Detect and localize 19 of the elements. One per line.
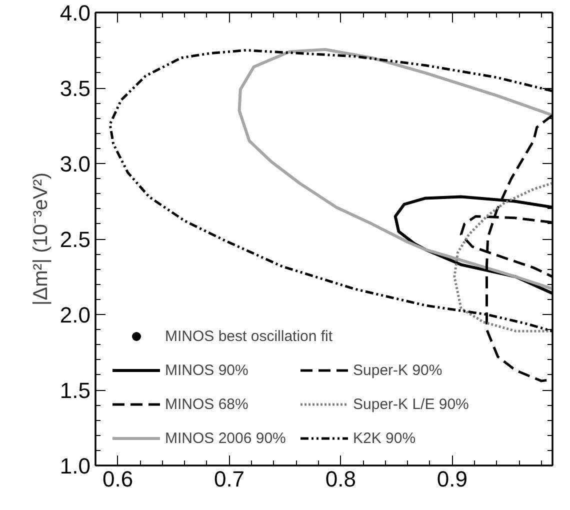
legend-label: Super-K 90% bbox=[353, 362, 442, 378]
x-tick-label: 0.7 bbox=[214, 466, 245, 492]
legend-label: K2K 90% bbox=[353, 430, 416, 446]
legend-label: Super-K L/E 90% bbox=[353, 396, 469, 412]
y-tick-label: 1.5 bbox=[60, 378, 91, 403]
legend-label: MINOS best oscillation fit bbox=[165, 328, 333, 344]
y-tick-label: 3.5 bbox=[60, 76, 91, 101]
x-tick-label: 0.6 bbox=[102, 466, 134, 492]
y-axis-title: |Δm²| (10⁻³eV²) bbox=[30, 172, 52, 306]
legend-label: MINOS 68% bbox=[165, 396, 248, 412]
x-tick-label: 0.8 bbox=[325, 466, 356, 492]
y-tick-label: 3.0 bbox=[60, 152, 91, 176]
x-tick-label: 0.9 bbox=[436, 466, 468, 492]
y-tick-label: 2.0 bbox=[60, 302, 91, 328]
y-tick-label: 4.0 bbox=[60, 0, 91, 26]
y-tick-label: 1.0 bbox=[60, 454, 91, 478]
legend-label: MINOS 2006 90% bbox=[165, 430, 286, 446]
legend-label: MINOS 90% bbox=[165, 362, 248, 378]
y-tick-label: 2.5 bbox=[60, 227, 91, 252]
